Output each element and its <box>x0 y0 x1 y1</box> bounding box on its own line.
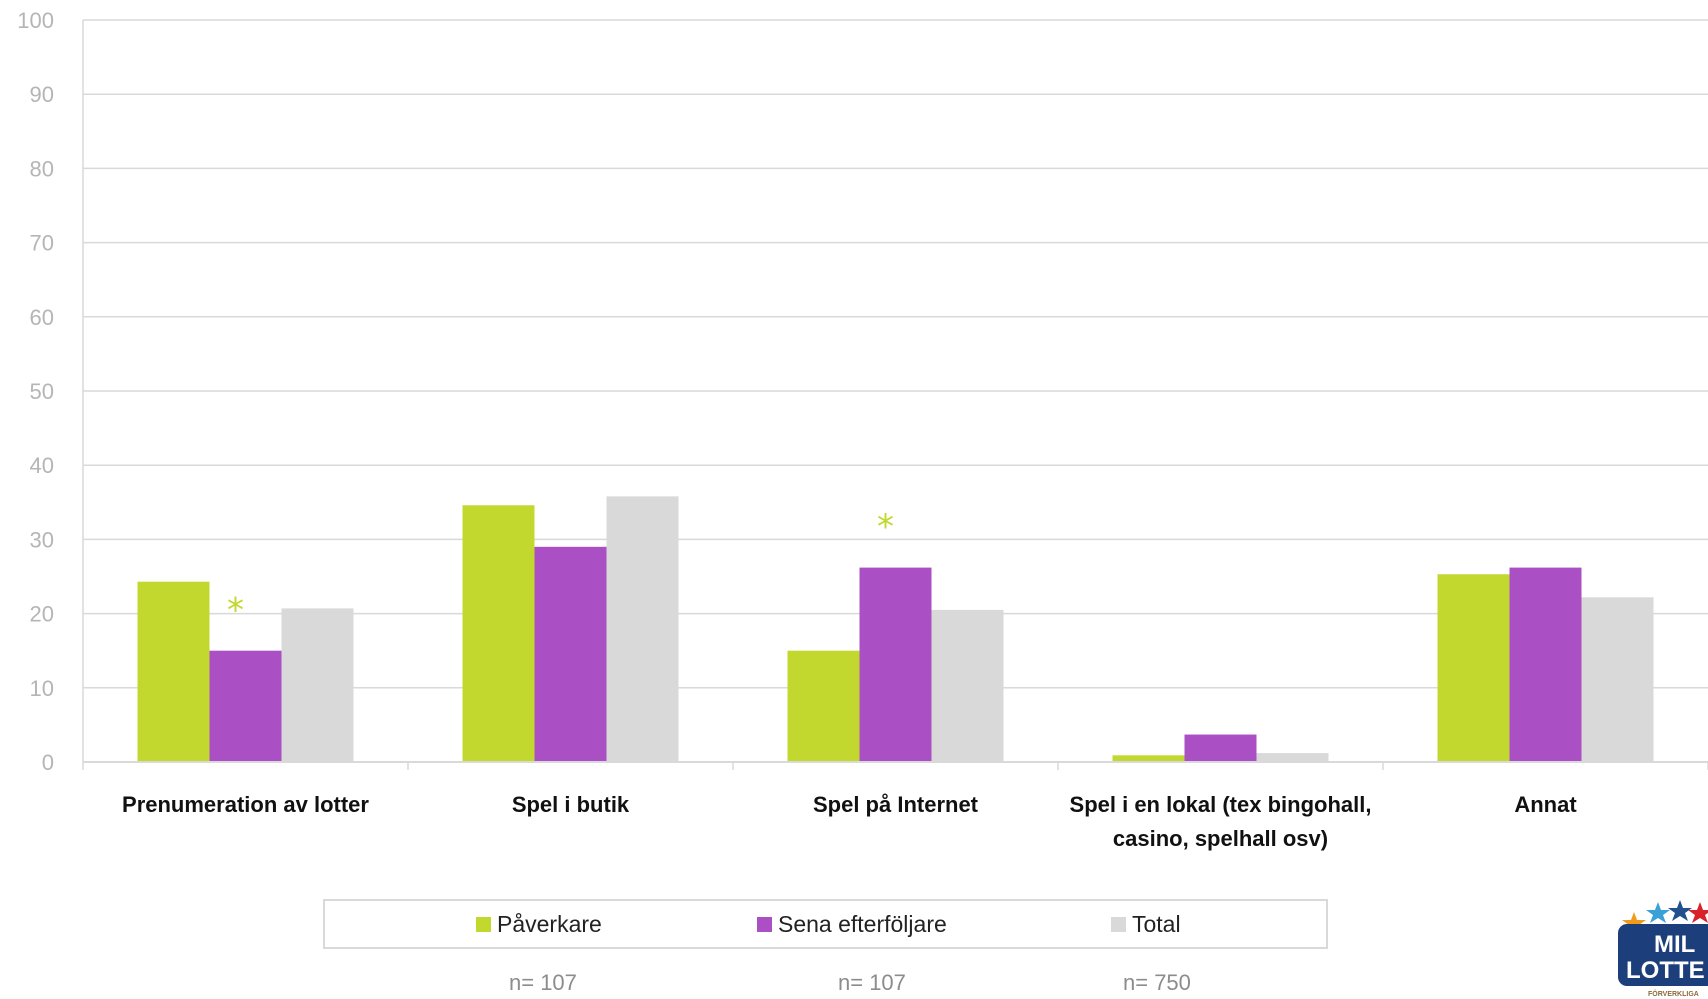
bar <box>1437 574 1510 762</box>
bars <box>137 496 1654 762</box>
y-tick-label: 20 <box>30 602 54 627</box>
y-tick-label: 90 <box>30 82 54 107</box>
legend: Påverkare Sena efterföljare Total <box>323 899 1328 949</box>
x-axis-labels: Prenumeration av lotter Spel i butik Spel … <box>122 792 1577 851</box>
legend-item-paverkare: Påverkare <box>476 911 602 938</box>
bar <box>137 581 210 762</box>
star-icon <box>1646 902 1670 923</box>
x-category-label: casino, spelhall osv) <box>1113 826 1328 851</box>
bar <box>787 650 860 762</box>
x-category-label: Prenumeration av lotter <box>122 792 369 817</box>
legend-swatch <box>1111 917 1126 932</box>
sample-size-total: n= 750 <box>1123 970 1191 995</box>
y-axis-ticks: 0 10 20 30 40 50 60 70 80 90 100 <box>17 8 54 775</box>
legend-swatch <box>757 917 772 932</box>
star-icon <box>1688 902 1708 923</box>
y-tick-label: 80 <box>30 156 54 181</box>
bar <box>534 546 607 762</box>
bar <box>1112 755 1185 762</box>
x-axis <box>82 20 1708 770</box>
bar <box>859 567 932 762</box>
legend-label: Påverkare <box>497 911 602 937</box>
bar <box>1509 567 1582 762</box>
x-category-label: Annat <box>1514 792 1577 817</box>
bar <box>209 650 282 762</box>
y-tick-label: 40 <box>30 453 54 478</box>
logo-line2: LOTTE <box>1626 957 1705 984</box>
gridlines <box>83 19 1708 689</box>
legend-swatch <box>476 917 491 932</box>
bar <box>1581 597 1654 762</box>
y-tick-label: 70 <box>30 231 54 256</box>
y-tick-label: 10 <box>30 676 54 701</box>
annotations: ** <box>227 507 894 630</box>
logo: MIL LOTTE FÖRVERKLIGA <box>1614 898 1708 999</box>
x-category-label: Spel i butik <box>512 792 630 817</box>
bar <box>1184 734 1257 762</box>
sample-size-paverkare: n= 107 <box>509 970 577 995</box>
logo-tagline: FÖRVERKLIGA <box>1648 989 1699 998</box>
y-tick-label: 100 <box>17 8 54 33</box>
bar <box>1256 753 1329 762</box>
significance-marker: * <box>227 590 244 630</box>
star-icon <box>1668 900 1692 921</box>
bar <box>462 505 535 762</box>
y-tick-label: 50 <box>30 379 54 404</box>
significance-marker: * <box>877 507 894 547</box>
legend-item-sena-efterfoljare: Sena efterföljare <box>757 911 947 938</box>
sample-size-sena-efterfoljare: n= 107 <box>838 970 906 995</box>
legend-label: Sena efterföljare <box>778 911 947 937</box>
bar <box>931 609 1004 762</box>
x-category-label: Spel i en lokal (tex bingohall, <box>1070 792 1372 817</box>
legend-item-total: Total <box>1111 911 1181 938</box>
y-tick-label: 0 <box>42 750 54 775</box>
bar <box>606 496 679 762</box>
logo-line1: MIL <box>1654 931 1695 958</box>
bar <box>281 608 354 762</box>
x-category-label: Spel på Internet <box>813 792 979 817</box>
legend-label: Total <box>1132 911 1181 937</box>
y-tick-label: 60 <box>30 305 54 330</box>
y-tick-label: 30 <box>30 527 54 552</box>
